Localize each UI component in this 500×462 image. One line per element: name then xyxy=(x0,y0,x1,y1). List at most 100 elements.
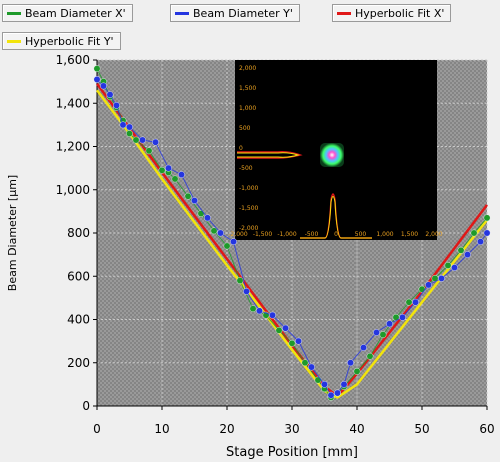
data-point xyxy=(152,138,159,146)
legend-label: Beam Diameter Y' xyxy=(193,6,293,20)
x-tick-label: 50 xyxy=(414,422,429,436)
inset-y-tick-label: 1,000 xyxy=(239,105,256,112)
inset-x-tick-label: -1,500 xyxy=(253,231,273,238)
y-tick-label: 1,000 xyxy=(56,183,90,197)
data-point xyxy=(308,363,315,371)
y-tick-label: 1,600 xyxy=(56,53,90,67)
y-axis: 0 200 400 600 800 1,000 1,200 1,400 1,600 xyxy=(56,53,98,413)
legend-label: Hyperbolic Fit X' xyxy=(355,6,445,20)
data-point xyxy=(353,367,361,375)
x-axis-label: Stage Position [mm] xyxy=(226,445,358,460)
x-axis: 0 10 20 30 40 50 60 xyxy=(93,405,495,436)
data-point xyxy=(327,391,335,399)
data-point xyxy=(464,251,471,259)
y-tick-label: 600 xyxy=(67,269,90,283)
data-point xyxy=(100,82,107,90)
data-point xyxy=(230,238,237,246)
data-point xyxy=(269,311,276,319)
y-axis-label: Beam Diameter [µm] xyxy=(6,175,19,291)
legend-label: Beam Diameter X' xyxy=(25,6,126,20)
legend-swatch-green xyxy=(7,11,21,15)
data-point xyxy=(204,214,211,222)
inset-y-tick-label: 0 xyxy=(239,145,243,152)
inset-y-tick-label: 2,000 xyxy=(239,65,256,72)
data-point xyxy=(412,298,419,306)
data-point xyxy=(126,123,133,131)
inset-beam-profile: 2,0001,5001,0005000-500-1,000-1,500-2,00… xyxy=(228,60,443,240)
legend-item-fit-x[interactable]: Hyperbolic Fit X' xyxy=(332,4,452,22)
data-point xyxy=(113,102,120,109)
data-point xyxy=(139,136,146,144)
data-point xyxy=(314,376,322,384)
data-point xyxy=(126,130,133,137)
data-point xyxy=(119,121,127,129)
fit-line xyxy=(96,89,488,399)
data-point xyxy=(425,281,432,289)
data-point xyxy=(282,324,289,332)
y-tick-label: 800 xyxy=(67,226,90,240)
data-point xyxy=(470,229,478,237)
legend-swatch-red xyxy=(337,11,351,15)
inset-y-tick-label: 500 xyxy=(239,125,251,132)
data-point xyxy=(210,227,218,235)
data-point xyxy=(243,287,250,295)
inset-y-tick-label: -1,500 xyxy=(239,205,259,212)
data-point xyxy=(197,210,205,217)
inset-x-tick-label: 1,500 xyxy=(401,231,418,238)
x-tick-label: 30 xyxy=(284,422,299,436)
legend-item-beam-x[interactable]: Beam Diameter X' xyxy=(2,4,133,22)
y-tick-label: 0 xyxy=(82,399,90,413)
legend-swatch-yellow xyxy=(7,39,21,43)
y-tick-label: 400 xyxy=(67,313,90,327)
data-point xyxy=(145,147,153,155)
data-point xyxy=(347,359,354,367)
data-point xyxy=(223,242,231,250)
inset-beam-spot xyxy=(320,143,344,167)
data-point xyxy=(295,337,302,345)
legend-item-fit-y[interactable]: Hyperbolic Fit Y' xyxy=(2,32,121,50)
x-tick-label: 0 xyxy=(93,422,101,436)
inset-y-tick-label: 1,500 xyxy=(239,85,256,92)
data-point xyxy=(178,171,185,179)
data-point xyxy=(301,359,309,367)
inset-x-tick-label: 0 xyxy=(334,231,338,238)
data-point xyxy=(191,197,198,204)
data-point xyxy=(418,285,426,293)
data-point xyxy=(483,229,491,237)
inset-x-tick-label: -1,000 xyxy=(277,231,297,238)
y-tick-label: 1,200 xyxy=(56,140,90,154)
legend-item-beam-y[interactable]: Beam Diameter Y' xyxy=(170,4,300,22)
data-point xyxy=(373,329,380,336)
data-point xyxy=(340,380,348,388)
y-tick-label: 200 xyxy=(67,356,90,370)
y-tick-label: 1,400 xyxy=(56,96,90,110)
inset-vertical-profile xyxy=(236,151,303,159)
x-tick-label: 60 xyxy=(479,422,494,436)
data-point xyxy=(360,344,367,352)
data-point xyxy=(132,136,140,144)
data-point xyxy=(477,238,484,246)
data-point xyxy=(93,76,101,83)
data-point xyxy=(379,331,387,339)
inset-y-tick-label: -1,000 xyxy=(239,185,259,192)
fit-line xyxy=(95,83,488,399)
data-point xyxy=(444,262,452,269)
x-tick-label: 10 xyxy=(154,422,169,436)
data-point xyxy=(366,352,374,360)
inset-y-tick-label: -500 xyxy=(239,165,253,172)
data-point xyxy=(288,339,296,347)
inset-x-tick-label: 500 xyxy=(355,231,367,238)
data-point xyxy=(171,175,179,183)
inset-vertical-profile-fit xyxy=(237,152,300,158)
data-point xyxy=(483,214,491,222)
data-point xyxy=(184,192,192,200)
data-point xyxy=(334,389,341,397)
data-point xyxy=(236,277,244,284)
legend-swatch-blue xyxy=(175,11,189,15)
legend-label: Hyperbolic Fit Y' xyxy=(25,34,114,48)
data-point xyxy=(106,91,114,99)
series-layer xyxy=(93,65,491,401)
inset-ticks: 2,0001,5001,0005000-500-1,000-1,500-2,00… xyxy=(228,65,442,238)
